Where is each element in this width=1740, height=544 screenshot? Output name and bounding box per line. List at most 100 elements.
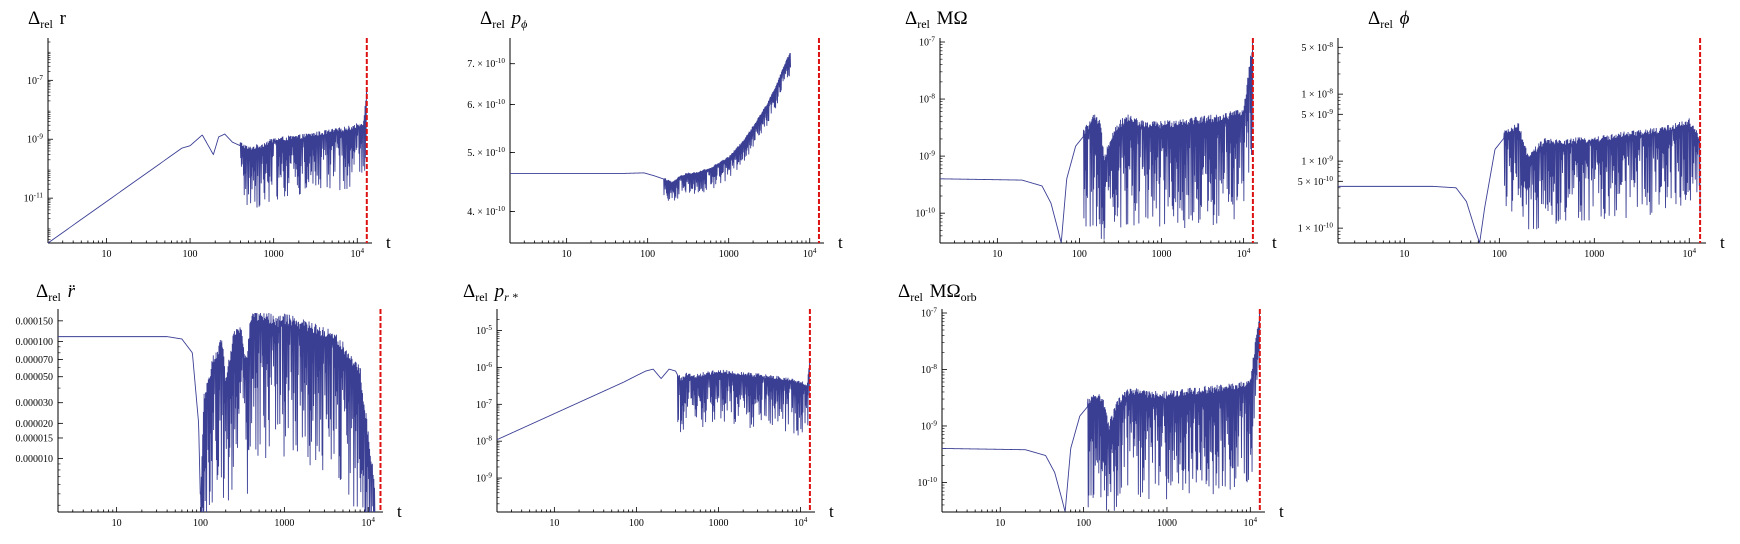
y-tick-label: 6. × 10-10 bbox=[467, 98, 505, 111]
y-tick-label: 7. × 10-10 bbox=[467, 57, 505, 70]
title-quantity: ϕ bbox=[1394, 8, 1410, 29]
title-delta: Δ bbox=[36, 281, 49, 302]
y-tick-label: 10-9 bbox=[476, 472, 492, 485]
y-tick-label: 0.000070 bbox=[16, 355, 54, 366]
panel-title: Δrel pr * bbox=[463, 281, 520, 304]
y-tick-label: 4. × 10-10 bbox=[467, 205, 505, 218]
panel-title: Δrel MΩ bbox=[905, 8, 968, 31]
title-delta: Δ bbox=[28, 8, 41, 29]
y-tick-label: 10-7 bbox=[921, 307, 937, 320]
x-tick-label: 100 bbox=[629, 518, 644, 529]
title-quantity-subscript: ϕ bbox=[521, 17, 528, 31]
panel-title: Δrel r̈ bbox=[36, 281, 76, 304]
title-subscript: rel bbox=[917, 17, 930, 31]
y-tick-label: 0.000030 bbox=[16, 398, 54, 409]
panel-p7: 10 100 1000 104 t 10-10 10-9 10-8 10-7 bbox=[917, 307, 1284, 530]
y-tick-label: 5 × 10-8 bbox=[1301, 41, 1333, 54]
panel-p6: 10 100 1000 104 t 10-9 10-8 10-7 10-6 10-5 bbox=[476, 309, 834, 529]
data-line bbox=[941, 312, 1261, 513]
panel-title: Δrel pϕ bbox=[480, 8, 529, 31]
panel-p3: 10 100 1000 104 t 10-10 10-9 10-8 10-7 bbox=[915, 36, 1277, 261]
x-tick-label: 1000 bbox=[708, 518, 728, 529]
title-delta: Δ bbox=[905, 8, 918, 29]
data-line bbox=[58, 312, 376, 513]
y-tick-label: 10-11 bbox=[24, 192, 44, 205]
y-tick-label: 10-8 bbox=[919, 93, 935, 106]
y-tick-label: 5 × 10-10 bbox=[1298, 175, 1334, 188]
x-tick-label: 10 bbox=[995, 518, 1005, 529]
title-quantity-subscript: orb bbox=[960, 290, 977, 304]
x-tick-label: 100 bbox=[1492, 249, 1507, 260]
x-axis-label: t bbox=[1279, 502, 1284, 521]
title-delta: Δ bbox=[898, 281, 911, 302]
title-quantity-subscript: r * bbox=[504, 290, 518, 304]
x-axis-label: t bbox=[386, 233, 391, 252]
y-tick-label: 10-8 bbox=[921, 363, 937, 376]
x-tick-label: 1000 bbox=[1584, 249, 1604, 260]
panel-title: Δrel MΩorb bbox=[898, 281, 979, 304]
data-line bbox=[510, 52, 792, 201]
panel-p5: 10 100 1000 104 t 0.000010 0.000015 0.000020 0.0… bbox=[16, 309, 402, 529]
y-tick-label: 5. × 10-10 bbox=[467, 146, 505, 159]
x-tick-label: 100 bbox=[640, 249, 655, 260]
y-tick-label: 0.000150 bbox=[16, 316, 54, 327]
x-axis-label: t bbox=[1272, 233, 1277, 252]
y-tick-label: 10-9 bbox=[919, 150, 935, 163]
x-tick-label: 1000 bbox=[1151, 249, 1171, 260]
x-tick-label: 100 bbox=[1072, 249, 1087, 260]
title-subscript: rel bbox=[475, 290, 488, 304]
y-tick-label: 10-10 bbox=[915, 207, 935, 220]
x-tick-label: 104 bbox=[361, 516, 375, 529]
y-tick-label: 10-5 bbox=[476, 324, 492, 337]
panel-p4: 10 100 1000 104 t 1 × 10-10 5 × 10-10 1 × 10-9 5… bbox=[1298, 38, 1725, 260]
y-tick-label: 10-7 bbox=[27, 74, 43, 87]
y-tick-label: 1 × 10-9 bbox=[1301, 155, 1333, 168]
y-tick-label: 0.000050 bbox=[16, 372, 54, 383]
x-axis-label: t bbox=[1720, 233, 1725, 252]
title-subscript: rel bbox=[48, 290, 61, 304]
x-tick-label: 104 bbox=[1237, 247, 1251, 260]
y-tick-label: 1 × 10-8 bbox=[1301, 88, 1333, 101]
x-tick-label: 10 bbox=[562, 249, 572, 260]
x-axis-label: t bbox=[829, 502, 834, 521]
x-tick-label: 10 bbox=[549, 518, 559, 529]
y-tick-label: 0.000015 bbox=[16, 433, 54, 444]
title-subscript: rel bbox=[1380, 17, 1393, 31]
panel-p2: 10 100 1000 104 t 4. × 10-10 5. × 10-10 6. × 10… bbox=[467, 38, 843, 260]
title-quantity: r̈ bbox=[62, 281, 76, 302]
x-tick-label: 1000 bbox=[274, 518, 294, 529]
y-tick-label: 10-8 bbox=[476, 435, 492, 448]
title-quantity: MΩ bbox=[931, 8, 968, 29]
x-tick-label: 1000 bbox=[264, 249, 284, 260]
x-tick-label: 10 bbox=[112, 518, 122, 529]
data-line bbox=[47, 89, 368, 244]
y-tick-label: 10-7 bbox=[476, 398, 492, 411]
x-tick-label: 100 bbox=[1076, 518, 1091, 529]
panel-p1: 10 100 1000 104 t 10-11 10-9 10-7 bbox=[24, 38, 391, 260]
y-tick-label: 10-9 bbox=[27, 133, 43, 146]
panel-title: Δrel r bbox=[28, 8, 66, 31]
data-line bbox=[496, 362, 811, 441]
x-tick-label: 1000 bbox=[719, 249, 739, 260]
y-tick-label: 10-7 bbox=[919, 36, 935, 49]
x-tick-label: 100 bbox=[183, 249, 198, 260]
x-tick-label: 10 bbox=[992, 249, 1002, 260]
x-tick-label: 104 bbox=[794, 516, 808, 529]
y-tick-label: 1 × 10-10 bbox=[1298, 222, 1334, 235]
title-quantity: r bbox=[54, 8, 66, 29]
x-axis-label: t bbox=[397, 502, 402, 521]
x-tick-label: 104 bbox=[803, 247, 817, 260]
x-tick-label: 10 bbox=[1399, 249, 1409, 260]
x-tick-label: 1000 bbox=[1157, 518, 1177, 529]
x-tick-label: 10 bbox=[101, 249, 111, 260]
title-quantity: p bbox=[489, 281, 505, 302]
x-tick-label: 104 bbox=[1682, 247, 1696, 260]
y-tick-label: 10-6 bbox=[476, 361, 492, 374]
y-tick-label: 0.000100 bbox=[16, 337, 54, 348]
y-tick-label: 0.000020 bbox=[16, 419, 54, 430]
title-delta: Δ bbox=[463, 281, 476, 302]
title-subscript: rel bbox=[910, 290, 923, 304]
x-tick-label: 104 bbox=[1244, 516, 1258, 529]
